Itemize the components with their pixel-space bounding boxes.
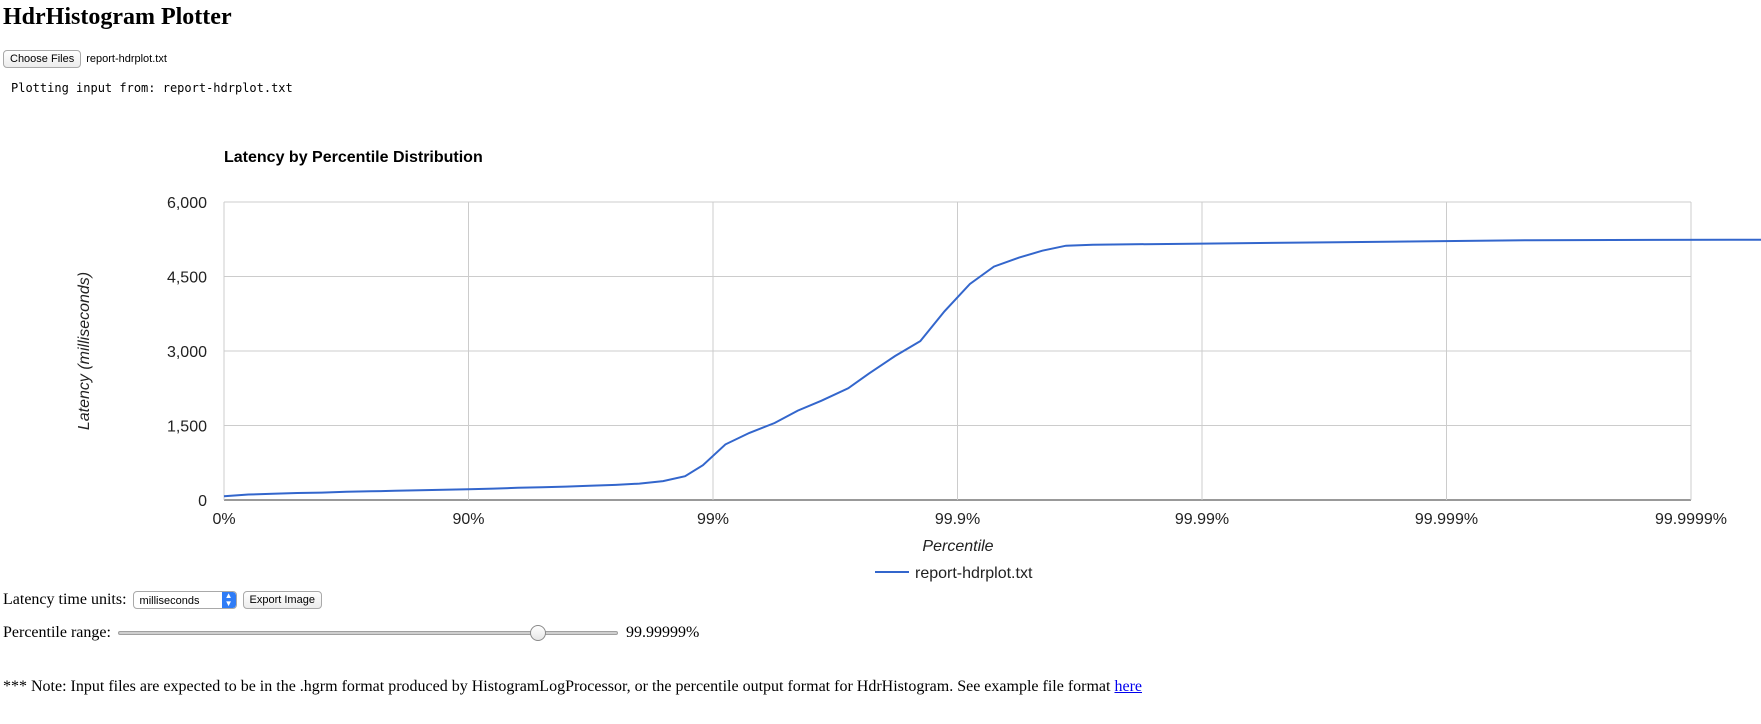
x-tick-label: 90% (452, 511, 484, 528)
plotting-status-message: Plotting input from: report-hdrplot.txt (11, 81, 293, 95)
format-note-text: *** Note: Input files are expected to be… (3, 678, 1115, 695)
x-tick-label: 99.9% (935, 511, 980, 528)
chart-title: Latency by Percentile Distribution (224, 149, 483, 166)
legend-entry-label: report-hdrplot.txt (915, 565, 1033, 582)
y-tick-label: 3,000 (167, 344, 207, 361)
latency-units-value: milliseconds (139, 595, 200, 607)
y-tick-label: 0 (198, 493, 207, 510)
export-image-button[interactable]: Export Image (242, 591, 322, 609)
choose-files-button[interactable]: Choose Files (3, 50, 82, 68)
latency-chart: Latency by Percentile Distribution 0 1,50… (76, 149, 1761, 582)
chart-gridlines (223, 201, 1692, 501)
x-tick-label: 99.99% (1175, 511, 1229, 528)
x-tick-label: 99% (697, 511, 729, 528)
file-input-row: Choose Files report-hdrplot.txt (3, 50, 167, 68)
y-axis-label: Latency (milliseconds) (76, 272, 93, 430)
example-format-link[interactable]: here (1114, 678, 1142, 695)
latency-units-row: Latency time units: milliseconds ▲ ▼ Expo… (3, 591, 322, 609)
y-tick-label: 4,500 (167, 270, 207, 287)
latency-units-label: Latency time units: (3, 591, 127, 608)
y-axis-tick-labels: 0 1,500 3,000 4,500 6,000 (167, 195, 207, 510)
chart-legend: report-hdrplot.txt (875, 565, 1033, 582)
x-tick-label: 0% (212, 511, 235, 528)
percentile-range-slider[interactable] (117, 624, 618, 642)
x-axis-tick-labels: 0% 90% 99% 99.9% 99.99% 99.999% 99.9999% (212, 511, 1727, 528)
x-tick-label: 99.9999% (1655, 511, 1727, 528)
slider-track (117, 631, 618, 635)
x-tick-label: 99.999% (1415, 511, 1478, 528)
format-note: *** Note: Input files are expected to be… (3, 678, 1142, 696)
y-tick-label: 1,500 (167, 419, 207, 436)
percentile-range-label: Percentile range: (3, 624, 111, 641)
percentile-range-value: 99.99999% (625, 624, 700, 641)
series-line-report-hdrplot (223, 238, 1761, 498)
y-tick-label: 6,000 (167, 195, 207, 212)
percentile-range-row: Percentile range: 99.99999% (3, 624, 699, 642)
selected-file-name: report-hdrplot.txt (86, 53, 167, 65)
slider-thumb[interactable] (529, 625, 546, 641)
x-axis-label: Percentile (922, 538, 993, 555)
page-title: HdrHistogram Plotter (3, 4, 232, 30)
latency-units-select[interactable]: milliseconds ▲ ▼ (132, 591, 237, 609)
select-updown-arrow-icon: ▲ ▼ (221, 592, 236, 608)
